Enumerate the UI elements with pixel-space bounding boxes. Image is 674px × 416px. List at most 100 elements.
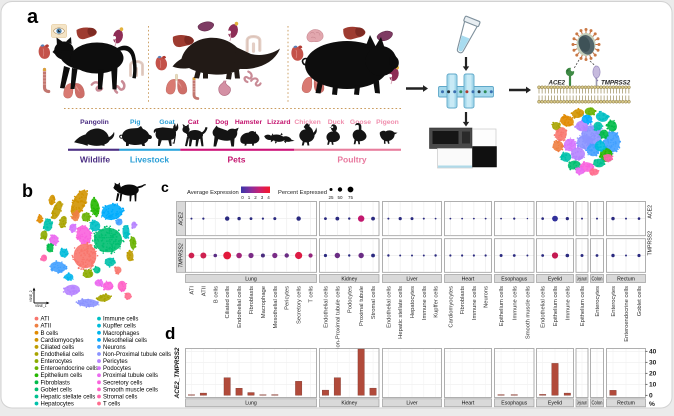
svg-text:Endothelial cells: Endothelial cells bbox=[237, 286, 243, 328]
svg-text:Heart: Heart bbox=[462, 401, 475, 407]
svg-text:Poultry: Poultry bbox=[337, 155, 367, 165]
svg-text:Wildlife: Wildlife bbox=[80, 155, 110, 165]
svg-text:0: 0 bbox=[649, 393, 653, 400]
svg-text:Epithelium cells: Epithelium cells bbox=[41, 373, 83, 379]
svg-text:Liver: Liver bbox=[406, 401, 418, 407]
svg-text:Mesothelial cells: Mesothelial cells bbox=[273, 286, 279, 329]
svg-text:40: 40 bbox=[649, 349, 657, 356]
svg-text:Secretory cells: Secretory cells bbox=[103, 380, 142, 386]
svg-text:Esophagus: Esophagus bbox=[501, 401, 527, 407]
svg-text:10: 10 bbox=[649, 382, 657, 389]
svg-text:B cells: B cells bbox=[213, 286, 219, 303]
svg-text:Podocytes: Podocytes bbox=[347, 286, 353, 313]
svg-text:Heart: Heart bbox=[462, 276, 475, 282]
svg-text:Rectum: Rectum bbox=[617, 401, 635, 407]
svg-text:Epithelium cells: Epithelium cells bbox=[553, 286, 559, 326]
svg-text:Eyelid: Eyelid bbox=[548, 401, 562, 407]
svg-text:Immune cells: Immune cells bbox=[422, 286, 428, 320]
svg-text:Fibroblasts: Fibroblasts bbox=[460, 286, 466, 314]
svg-text:30: 30 bbox=[649, 360, 657, 367]
svg-text:Endothelial cells: Endothelial cells bbox=[41, 352, 84, 358]
svg-text:Goblet cells: Goblet cells bbox=[41, 387, 72, 393]
svg-text:ACE2: ACE2 bbox=[648, 205, 654, 219]
svg-text:75: 75 bbox=[348, 195, 354, 200]
svg-text:TMPRSS2: TMPRSS2 bbox=[601, 80, 631, 87]
svg-text:Percent Expressed: Percent Expressed bbox=[278, 190, 327, 196]
svg-text:25: 25 bbox=[328, 195, 334, 200]
svg-text:Liver: Liver bbox=[406, 276, 418, 282]
svg-text:Livestock: Livestock bbox=[130, 155, 169, 165]
svg-text:Proximal tubule cells: Proximal tubule cells bbox=[103, 373, 158, 379]
svg-text:Lizzard: Lizzard bbox=[267, 119, 290, 126]
svg-text:Enteroendocrine cells: Enteroendocrine cells bbox=[41, 366, 99, 372]
svg-text:Rectum: Rectum bbox=[617, 276, 635, 282]
svg-text:ATII: ATII bbox=[41, 324, 52, 330]
svg-text:Jejunum: Jejunum bbox=[577, 401, 587, 407]
svg-text:1: 1 bbox=[248, 195, 251, 200]
svg-text:Kidney: Kidney bbox=[341, 401, 357, 407]
svg-text:Jejunum: Jejunum bbox=[577, 276, 587, 282]
svg-text:Average Expression: Average Expression bbox=[187, 190, 239, 196]
svg-text:Pericytes: Pericytes bbox=[103, 359, 128, 365]
svg-text:3: 3 bbox=[261, 195, 264, 200]
svg-text:Podocytes: Podocytes bbox=[103, 366, 131, 372]
svg-text:Pericytes: Pericytes bbox=[285, 286, 291, 310]
svg-text:Pig: Pig bbox=[130, 119, 141, 126]
svg-text:Dog: Dog bbox=[215, 119, 228, 126]
svg-text:c: c bbox=[161, 179, 169, 195]
svg-text:T cells: T cells bbox=[103, 402, 120, 408]
svg-text:Pets: Pets bbox=[228, 155, 246, 165]
svg-text:T cells: T cells bbox=[309, 286, 315, 303]
svg-text:Cardiomyocytes: Cardiomyocytes bbox=[41, 338, 84, 344]
svg-text:Pangolin: Pangolin bbox=[80, 119, 109, 126]
svg-text:Lung: Lung bbox=[245, 276, 257, 282]
svg-text:Proximal tubule: Proximal tubule bbox=[359, 286, 365, 326]
svg-text:Neurons: Neurons bbox=[484, 286, 490, 308]
svg-text:2: 2 bbox=[254, 195, 257, 200]
svg-text:Hepatic stellate cells: Hepatic stellate cells bbox=[398, 286, 404, 339]
svg-text:Epithelium cells: Epithelium cells bbox=[580, 286, 586, 326]
svg-text:Endothelial cells: Endothelial cells bbox=[386, 286, 392, 328]
svg-text:ATII: ATII bbox=[201, 286, 207, 297]
svg-text:Ciliated cells: Ciliated cells bbox=[41, 345, 75, 351]
svg-text:Colon: Colon bbox=[592, 276, 603, 282]
svg-text:Stromal cells: Stromal cells bbox=[103, 394, 137, 400]
svg-text:Immune cells: Immune cells bbox=[512, 286, 518, 320]
svg-text:Kupffer cells: Kupffer cells bbox=[434, 286, 440, 318]
svg-text:Neurons: Neurons bbox=[103, 345, 126, 351]
svg-text:Kupffer cells: Kupffer cells bbox=[103, 324, 136, 330]
svg-text:d: d bbox=[165, 324, 175, 343]
svg-text:ATI: ATI bbox=[41, 317, 50, 323]
svg-text:Duck: Duck bbox=[328, 119, 345, 126]
svg-text:Fibroblasts: Fibroblasts bbox=[249, 286, 255, 314]
svg-text:20: 20 bbox=[649, 371, 657, 378]
svg-text:b: b bbox=[22, 181, 33, 201]
svg-text:%: % bbox=[649, 401, 655, 408]
svg-text:Lung: Lung bbox=[245, 401, 257, 407]
svg-text:Eyelid: Eyelid bbox=[548, 276, 562, 282]
svg-text:a: a bbox=[27, 6, 39, 28]
svg-text:Hamster: Hamster bbox=[235, 119, 263, 126]
svg-text:Goose: Goose bbox=[350, 119, 371, 126]
svg-text:Immune cells: Immune cells bbox=[565, 286, 571, 320]
svg-text:Hepatocytes: Hepatocytes bbox=[410, 286, 416, 318]
svg-text:Goat: Goat bbox=[159, 119, 175, 126]
svg-text:Smooth muscle cells: Smooth muscle cells bbox=[103, 387, 158, 393]
svg-text:tSNE_2: tSNE_2 bbox=[29, 290, 33, 301]
svg-text:0: 0 bbox=[241, 195, 244, 200]
svg-text:Goblet cells: Goblet cells bbox=[637, 286, 643, 316]
svg-text:ACE2: ACE2 bbox=[547, 80, 565, 87]
svg-text:TMPRSS2: TMPRSS2 bbox=[179, 243, 185, 268]
svg-text:Kidney: Kidney bbox=[341, 276, 357, 282]
svg-text:Endothelial cells: Endothelial cells bbox=[541, 286, 547, 328]
svg-text:Epithelium cells: Epithelium cells bbox=[499, 286, 505, 326]
svg-text:Non-Proximal tubule cells: Non-Proximal tubule cells bbox=[103, 352, 171, 358]
svg-text:Macrophage: Macrophage bbox=[261, 286, 267, 318]
svg-text:Non-Proximal tubule cells: Non-Proximal tubule cells bbox=[335, 286, 341, 352]
svg-text:B cells: B cells bbox=[41, 331, 59, 337]
svg-text:Hepatic stellate cells: Hepatic stellate cells bbox=[41, 394, 96, 400]
svg-text:Immune cells: Immune cells bbox=[472, 286, 478, 320]
svg-text:Secretory cells: Secretory cells bbox=[297, 286, 303, 324]
svg-text:Hepatocytes: Hepatocytes bbox=[41, 402, 74, 408]
svg-text:Enteroendocrine cells: Enteroendocrine cells bbox=[624, 286, 630, 342]
